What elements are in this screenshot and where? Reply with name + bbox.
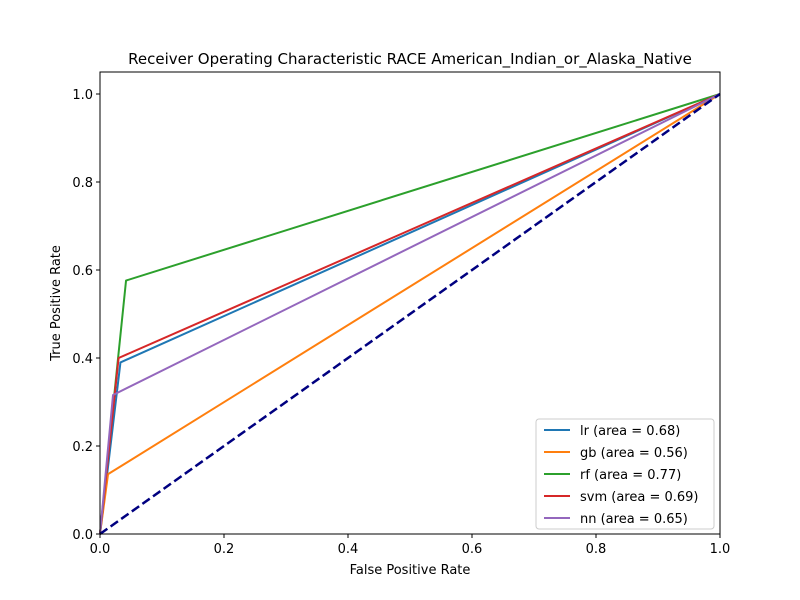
x-tick-label: 0.4 xyxy=(338,542,359,557)
x-tick-label: 1.0 xyxy=(710,542,731,557)
y-tick-label: 0.2 xyxy=(72,440,93,455)
x-axis-ticks: 0.0 0.2 0.4 0.6 0.8 1.0 xyxy=(90,534,731,557)
y-axis-label: True Positive Rate xyxy=(49,245,64,362)
x-tick-label: 0.8 xyxy=(586,542,607,557)
y-axis-ticks: 0.0 0.2 0.4 0.6 0.8 1.0 xyxy=(72,88,100,543)
legend: lr (area = 0.68) gb (area = 0.56) rf (area… xyxy=(535,418,715,530)
legend-box xyxy=(535,418,715,530)
legend-label-2: rf (area = 0.77) xyxy=(580,468,681,483)
chart-title: Receiver Operating Characteristic RACE A… xyxy=(128,50,692,69)
y-tick-label: 1.0 xyxy=(72,88,93,103)
reference-diagonal-line xyxy=(99,92,721,536)
legend-label-0: lr (area = 0.68) xyxy=(580,424,680,439)
series-line-4 xyxy=(99,93,721,535)
x-tick-label: 0.6 xyxy=(462,542,483,557)
series-layer xyxy=(99,92,721,536)
plot-frame xyxy=(99,71,721,535)
y-tick-label: 0.8 xyxy=(72,176,93,191)
y-tick-label: 0.6 xyxy=(72,264,93,279)
legend-label-3: svm (area = 0.69) xyxy=(580,490,699,505)
x-tick-label: 0.0 xyxy=(90,542,111,557)
x-tick-label: 0.2 xyxy=(214,542,235,557)
x-axis-label: False Positive Rate xyxy=(350,563,471,578)
legend-label-4: nn (area = 0.65) xyxy=(580,512,688,527)
y-tick-label: 0.0 xyxy=(72,528,93,543)
y-tick-label: 0.4 xyxy=(72,352,93,367)
legend-label-1: gb (area = 0.56) xyxy=(580,446,688,461)
